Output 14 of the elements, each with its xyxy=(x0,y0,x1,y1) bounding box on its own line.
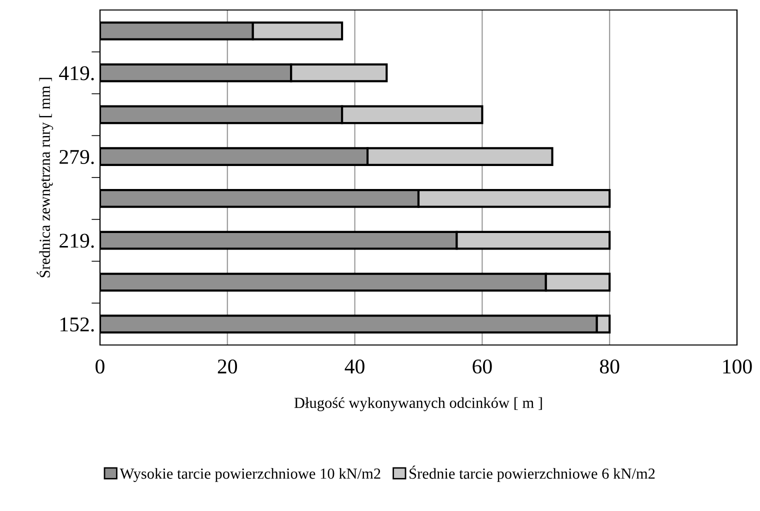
y-axis-title: Średnica zewnętrzna rury [ mm ] xyxy=(36,78,54,278)
legend-label: Wysokie tarcie powierzchniowe 10 kN/m2 xyxy=(120,468,380,482)
x-tick-label: 60 xyxy=(472,359,492,374)
x-tick-label: 20 xyxy=(218,359,238,374)
x-tick-label: 40 xyxy=(344,359,364,374)
y-tick-label: 419. xyxy=(59,66,94,80)
x-tick-label: 0 xyxy=(96,359,104,374)
y-tick-label: 152. xyxy=(60,317,94,332)
y-tick-label: 219. xyxy=(60,234,94,248)
y-tick-label: 279. xyxy=(60,150,94,164)
x-tick-label: 80 xyxy=(600,359,620,374)
x-axis-title: Długość wykonywanych odcinków [ m ] xyxy=(294,397,542,412)
legend-label: Średnie tarcie powierzchniowe 6 kN/m2 xyxy=(410,466,655,482)
x-tick-label: 100 xyxy=(723,359,752,374)
